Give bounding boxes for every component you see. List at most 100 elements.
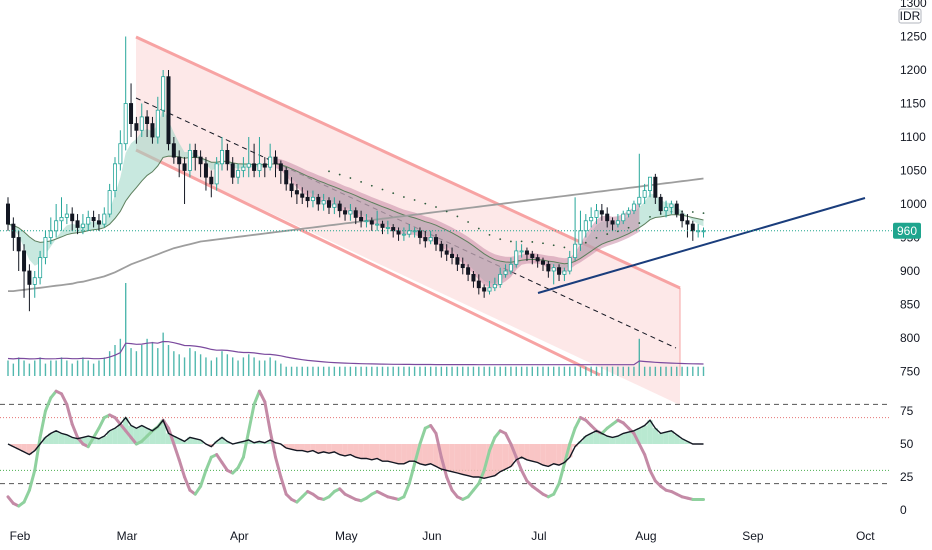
price-tick-label: 1150: [900, 97, 926, 111]
candle-body: [241, 166, 246, 171]
currency-label-box: [898, 8, 922, 24]
candle-body: [257, 163, 262, 171]
rsi-histogram-bar: [502, 444, 509, 470]
rsi-histogram-bar: [529, 444, 535, 462]
volume-pane: [7, 283, 705, 376]
stoch-segment: [648, 468, 657, 483]
candle-body: [54, 220, 59, 232]
rsi-histogram-bar: [492, 444, 498, 476]
price-tick-label: 1100: [900, 130, 926, 144]
candle-body: [102, 213, 107, 225]
stoch-segment: [252, 389, 261, 406]
channel-lower-line: [135, 148, 601, 377]
rsi-histogram-bar: [310, 444, 316, 451]
rsi-histogram-bar: [64, 434, 70, 444]
rsi-histogram-bar: [326, 444, 332, 454]
dotted-ma-point: [552, 244, 555, 247]
candle-body: [642, 190, 647, 198]
stoch-segment: [60, 392, 69, 406]
stoch-segment: [215, 453, 224, 464]
candle-body: [236, 170, 241, 178]
rsi-histogram-bar: [620, 433, 626, 444]
rsi-histogram-bar: [353, 444, 359, 458]
rsi-histogram-bar: [444, 444, 450, 471]
rsi-histogram-bar: [240, 441, 247, 444]
candle-body: [27, 270, 32, 285]
price-tick-label: 1250: [900, 30, 927, 44]
stoch-segment: [193, 484, 203, 496]
candle-body: [86, 216, 91, 225]
rsi-histogram-bar: [101, 436, 107, 444]
candle-body: [139, 116, 144, 131]
dotted-ma-point: [424, 202, 427, 205]
candle-body: [316, 196, 321, 205]
candle-body: [177, 156, 182, 165]
rsi-histogram-bar: [663, 432, 669, 444]
candle-body: [129, 103, 134, 125]
dotted-ma-point: [510, 240, 512, 243]
stoch-segment: [509, 442, 518, 459]
candle-body: [262, 163, 267, 168]
candle-body: [310, 196, 315, 202]
last-price-badge: [893, 222, 921, 239]
candle-body: [514, 250, 519, 265]
rsi-histogram-bar: [385, 444, 391, 462]
currency-label-group: IDR: [898, 8, 922, 24]
stoch-segment: [418, 426, 427, 446]
candle-body: [193, 149, 198, 158]
candle-body: [541, 260, 546, 265]
rsi-histogram-bar: [358, 444, 364, 459]
candle-body: [96, 220, 101, 225]
stoch-segment: [568, 426, 577, 446]
rsi-histogram-bar: [449, 444, 455, 472]
rsi-histogram-bar: [187, 437, 193, 444]
stoch-segment: [643, 453, 652, 472]
candle-body: [599, 210, 604, 215]
candle-body: [444, 250, 449, 255]
candle-body: [6, 203, 11, 225]
stoch-segment: [632, 431, 641, 446]
stoch-segment: [429, 424, 438, 435]
candle-body: [38, 257, 43, 279]
rsi-histogram-bar: [53, 430, 59, 444]
candle-body: [166, 76, 171, 145]
candle-body: [284, 170, 289, 185]
candle-body: [209, 176, 214, 185]
stoch-segment: [263, 400, 272, 433]
stoch-segment: [65, 402, 74, 426]
osc-tick-label: 50: [900, 437, 914, 451]
rsi-histogram-bar: [674, 434, 680, 444]
candle-body: [466, 267, 471, 275]
dotted-ma-point: [520, 240, 523, 243]
dotted-ma-point: [392, 192, 395, 195]
rsi-histogram-bar: [604, 436, 610, 444]
rsi-histogram-bar: [599, 433, 605, 444]
candle-body: [321, 200, 326, 205]
rsi-histogram-bar: [545, 444, 551, 467]
stoch-segment: [557, 462, 566, 486]
stoch-segment: [573, 416, 582, 430]
candle-body: [337, 203, 342, 212]
candle-body: [471, 273, 476, 282]
rsi-histogram-bar: [668, 430, 675, 444]
candle-body: [433, 237, 438, 245]
rsi-histogram-bar: [85, 436, 91, 444]
stoch-segment: [97, 416, 106, 430]
candle-body: [498, 273, 503, 285]
rsi-histogram-bar: [299, 444, 305, 451]
candle-body: [375, 223, 380, 226]
candle-body: [401, 233, 406, 236]
candle-body: [653, 176, 658, 198]
oscillator-axis: 75 50 25 0: [900, 404, 914, 517]
last-price-badge-group: 960: [893, 222, 921, 239]
price-pane: [0, 35, 893, 405]
candle-body: [439, 243, 444, 252]
dotted-ma-point: [627, 226, 630, 229]
stoch-segment: [562, 442, 572, 466]
candle-body: [615, 220, 620, 225]
rsi-histogram-bar: [48, 433, 54, 444]
stoch-segment: [43, 396, 53, 413]
rsi-histogram-bar: [609, 437, 616, 444]
candle-body: [594, 210, 599, 218]
